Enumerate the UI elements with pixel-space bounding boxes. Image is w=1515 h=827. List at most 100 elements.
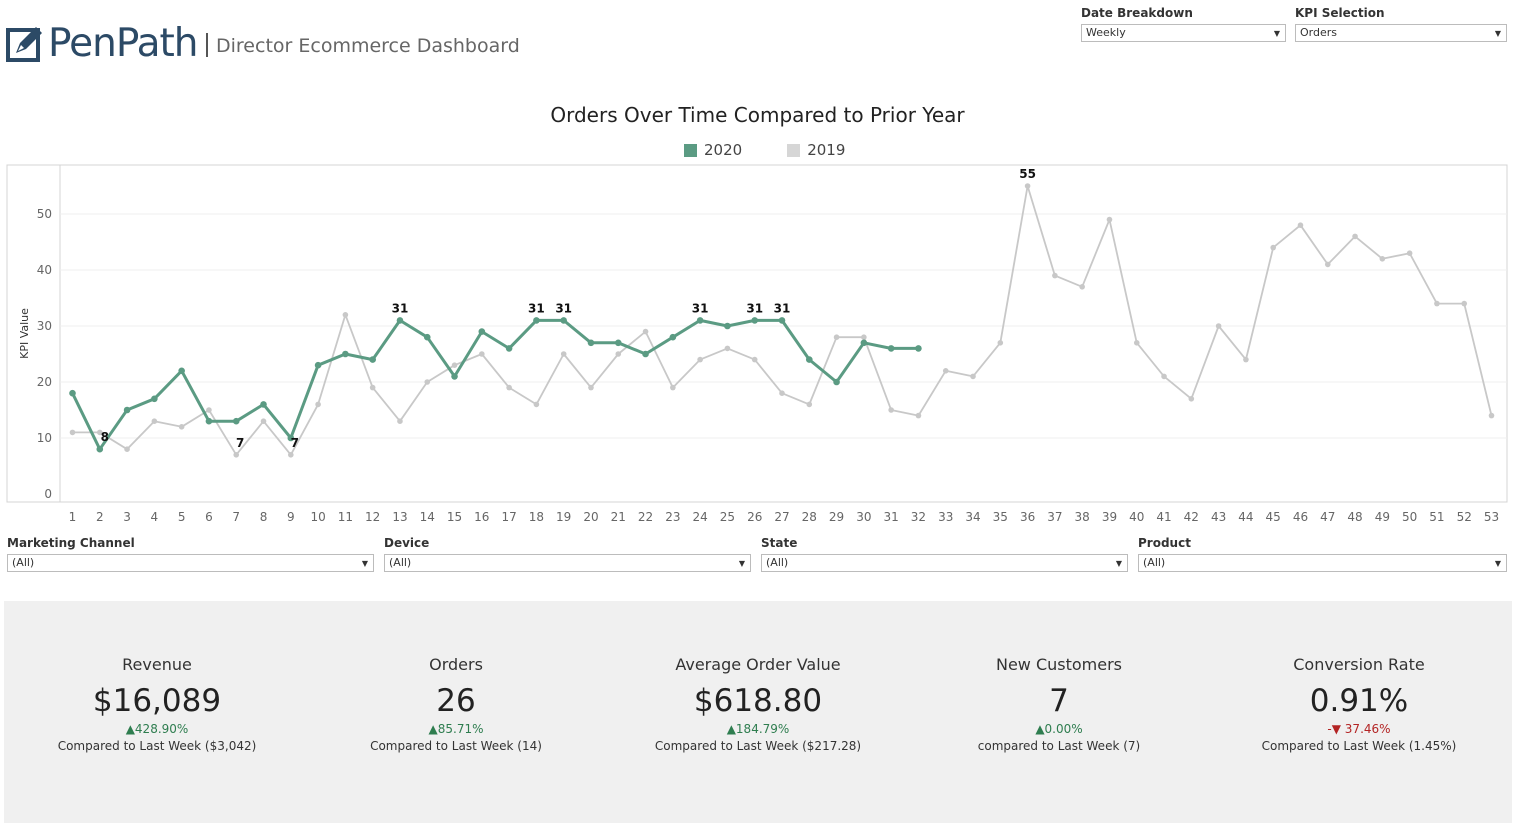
product-select[interactable]: (All) ▼ xyxy=(1138,554,1507,572)
x-tick-label: 14 xyxy=(420,510,435,524)
marketing-channel-select[interactable]: (All) ▼ xyxy=(7,554,374,572)
kpi-compare: Compared to Last Week (1.45%) xyxy=(1261,739,1457,753)
kpi-panel: Revenue $16,089 ▲428.90% Compared to Las… xyxy=(4,601,1512,823)
kpi-change: -▼ 37.46% xyxy=(1327,722,1391,736)
x-tick-label: 13 xyxy=(392,510,407,524)
data-point-2020 xyxy=(205,417,213,425)
x-tick-label: 10 xyxy=(310,510,325,524)
data-point-2020 xyxy=(642,350,649,358)
legend-label-2019: 2019 xyxy=(807,141,846,159)
product-value: (All) xyxy=(1143,556,1166,569)
x-tick-label: 12 xyxy=(365,510,380,524)
date-breakdown-label: Date Breakdown xyxy=(1081,6,1193,20)
data-label: 31 xyxy=(555,301,572,315)
x-tick-label: 35 xyxy=(993,510,1008,524)
x-tick-label: 17 xyxy=(501,510,516,524)
data-point-2020 xyxy=(724,322,731,330)
chevron-down-icon: ▼ xyxy=(1115,559,1122,568)
data-point-2019 xyxy=(1352,233,1358,240)
kpi-change-row: -▼ 37.46% xyxy=(1209,722,1509,737)
data-point-2019 xyxy=(942,368,949,374)
data-point-2019 xyxy=(642,328,649,335)
x-tick-label: 22 xyxy=(638,510,653,524)
triangle-up-icon: ▲ xyxy=(428,722,438,736)
y-tick-label: 50 xyxy=(37,207,52,221)
data-point-2020 xyxy=(860,339,868,347)
x-tick-label: 41 xyxy=(1156,510,1171,524)
kpi-card-conversion-rate: Conversion Rate 0.91% -▼ 37.46% Compared… xyxy=(1209,655,1509,754)
brand-name: PenPath xyxy=(48,21,199,66)
data-point-2020 xyxy=(587,339,595,347)
legend-item-2020[interactable]: 2020 xyxy=(684,141,742,159)
kpi-card-average-order-value: Average Order Value $618.80 ▲184.79% Com… xyxy=(608,655,908,754)
data-point-2019 xyxy=(124,446,130,453)
page-title: Director Ecommerce Dashboard xyxy=(216,35,520,57)
data-point-2019 xyxy=(1379,256,1386,262)
x-tick-label: 47 xyxy=(1320,510,1335,524)
data-label: 7 xyxy=(236,436,244,450)
data-point-2019 xyxy=(96,429,103,436)
kpi-title: New Customers xyxy=(995,655,1123,674)
chart-series xyxy=(69,183,1495,458)
data-point-2020 xyxy=(260,401,267,408)
x-tick-label: 15 xyxy=(447,510,462,524)
data-point-2019 xyxy=(779,390,785,396)
date-breakdown-select[interactable]: Weekly ▼ xyxy=(1081,24,1286,42)
data-point-2019 xyxy=(1079,284,1085,290)
data-point-2019 xyxy=(615,351,622,357)
data-point-2020 xyxy=(887,345,895,352)
x-tick-label: 26 xyxy=(747,510,762,524)
chart-data-labels: 8 7 7 31 31 31 31 31 31 55 xyxy=(101,167,1036,450)
kpi-card-new-customers: New Customers 7 ▲0.00% compared to Last … xyxy=(909,655,1209,754)
data-point-2020 xyxy=(805,356,813,363)
x-tick-label: 51 xyxy=(1429,510,1444,524)
x-tick-label: 29 xyxy=(829,510,844,524)
kpi-change-row: ▲428.90% xyxy=(7,722,307,737)
x-tick-label: 48 xyxy=(1347,510,1362,524)
data-point-2019 xyxy=(424,379,431,385)
data-point-2019 xyxy=(178,424,185,430)
data-point-2020 xyxy=(478,328,486,335)
triangle-up-icon: ▲ xyxy=(125,722,135,736)
kpi-compare: Compared to Last Week (14) xyxy=(370,739,542,753)
data-point-2019 xyxy=(1188,396,1195,402)
legend-item-2019[interactable]: 2019 xyxy=(787,141,845,159)
data-point-2020 xyxy=(96,445,104,453)
x-tick-label: 33 xyxy=(938,510,953,524)
pen-logo-icon xyxy=(6,27,42,62)
data-label: 31 xyxy=(746,301,763,315)
marketing-channel-value: (All) xyxy=(12,556,35,569)
data-point-2019 xyxy=(751,356,758,363)
data-point-2020 xyxy=(314,361,322,369)
x-tick-label: 38 xyxy=(1075,510,1090,524)
kpi-title: Average Order Value xyxy=(675,655,841,674)
x-tick-label: 45 xyxy=(1266,510,1281,524)
state-select[interactable]: (All) ▼ xyxy=(761,554,1128,572)
kpi-value: 7 xyxy=(1049,683,1069,719)
kpi-selection-select[interactable]: Orders ▼ xyxy=(1295,24,1507,42)
x-tick-label: 11 xyxy=(338,510,353,524)
data-point-2019 xyxy=(997,340,1004,346)
state-value: (All) xyxy=(766,556,789,569)
x-tick-label: 21 xyxy=(611,510,626,524)
kpi-change-row: ▲85.71% xyxy=(306,722,606,737)
data-point-2020 xyxy=(369,356,376,363)
data-point-2019 xyxy=(970,373,976,380)
data-point-2019 xyxy=(69,429,76,436)
kpi-value: 0.91% xyxy=(1309,683,1409,719)
data-point-2019 xyxy=(479,351,485,357)
x-tick-label: 36 xyxy=(1020,510,1035,524)
data-point-2019 xyxy=(1406,250,1413,256)
data-point-2019 xyxy=(697,356,703,363)
data-point-2019 xyxy=(397,418,403,425)
data-label: 31 xyxy=(528,301,545,315)
data-label: 31 xyxy=(692,301,709,315)
kpi-title: Conversion Rate xyxy=(1293,655,1425,674)
data-point-2019 xyxy=(1133,340,1140,346)
data-point-2019 xyxy=(1052,272,1058,279)
data-point-2019 xyxy=(151,418,158,425)
device-select[interactable]: (All) ▼ xyxy=(384,554,751,572)
x-tick-label: 24 xyxy=(692,510,707,524)
